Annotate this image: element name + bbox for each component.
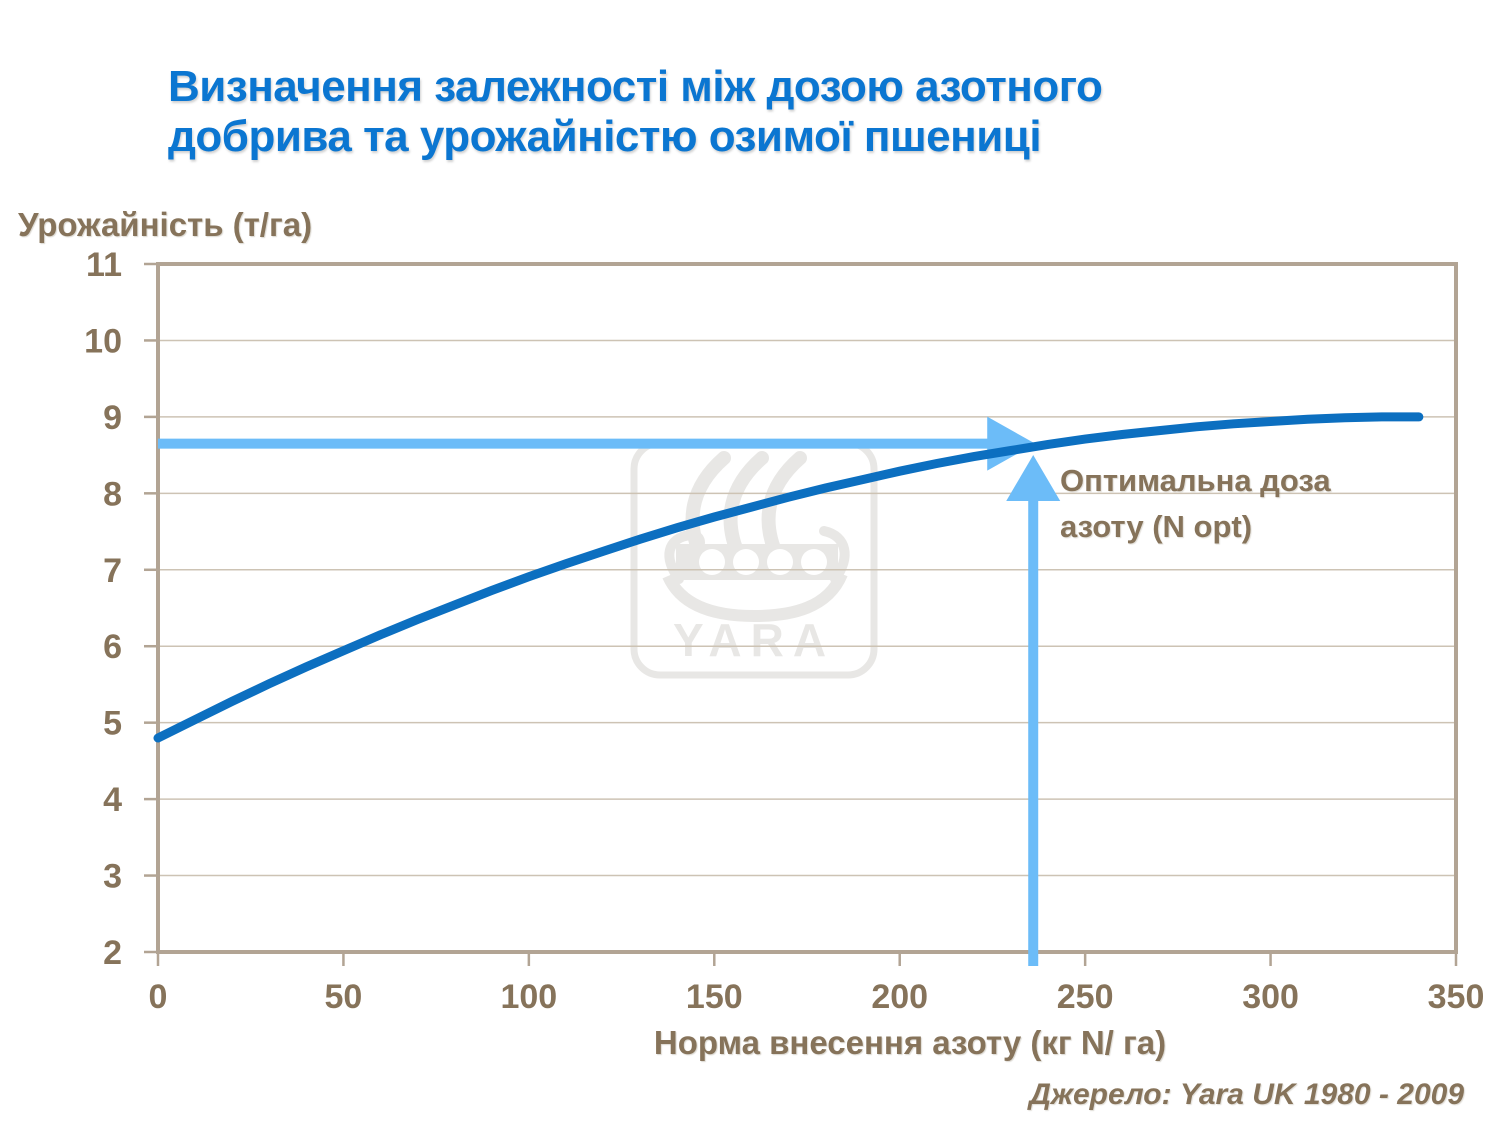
ship-prow-spiral-icon — [664, 530, 705, 584]
x-tick-label: 100 — [500, 978, 557, 1016]
x-tick-label: 350 — [1428, 978, 1485, 1016]
optimal-dose-guide-line — [1028, 497, 1039, 966]
yield-response-curve — [153, 412, 1424, 743]
y-tick-label: 4 — [103, 781, 122, 819]
y-tick-label: 6 — [103, 628, 122, 666]
optimum-guide-arrows — [158, 416, 1061, 966]
yara-watermark-text: YARA — [673, 614, 835, 666]
plot-border — [156, 262, 1458, 954]
y-tick-label: 10 — [84, 322, 122, 360]
shield-hole-icon — [699, 549, 725, 575]
yara-watermark-logo: YARA — [630, 439, 878, 679]
y-tick-label: 11 — [86, 246, 122, 284]
x-tick-label: 150 — [686, 978, 743, 1016]
x-tick-label: 200 — [871, 978, 928, 1016]
shield-hole-icon — [801, 549, 827, 575]
ship-dragon-head-icon — [819, 526, 850, 584]
slide-title-line2: добрива та урожайністю озимої пшениці — [168, 112, 1042, 161]
x-tick-label: 250 — [1057, 978, 1114, 1016]
right-arrowhead-icon — [987, 416, 1036, 471]
y-tick-label: 3 — [103, 858, 122, 896]
annotation-line2: азоту (N opt) — [1060, 509, 1253, 544]
optimal-dose-annotation: Оптимальна доза азоту (N opt) — [1060, 458, 1331, 550]
up-arrowhead-icon — [1006, 455, 1061, 501]
sail-stroke-icon — [761, 451, 807, 565]
slide-title-line1: Визначення залежності між дозою азотного — [168, 62, 1103, 111]
yield-guide-line — [158, 438, 996, 449]
y-tick-label: 2 — [103, 934, 122, 972]
x-tick-label: 300 — [1242, 978, 1299, 1016]
y-tick-label: 7 — [103, 552, 122, 590]
slide-title: Визначення залежності між дозою азотного… — [168, 62, 1103, 162]
x-axis-title: Норма внесення азоту (кг N/ га) — [653, 1024, 1167, 1061]
annotation-line1: Оптимальна доза — [1060, 463, 1331, 498]
y-tick-label: 9 — [103, 399, 122, 437]
tick-labels: 2 3 4 5 6 7 8 9 10 11 0 50 100 150 200 250 300 350 — [84, 246, 1484, 1016]
x-tick-label: 50 — [325, 978, 363, 1016]
y-axis-title: Урожайність (т/га) — [18, 206, 313, 243]
y-tick-label: 5 — [103, 705, 122, 743]
shield-hole-icon — [733, 549, 759, 575]
axis-ticks — [144, 262, 1458, 966]
y-tick-label: 8 — [103, 475, 122, 513]
ship-hull-bottom — [662, 571, 848, 623]
gridlines — [158, 339, 1456, 877]
source-caption: Джерело: Yara UK 1980 - 2009 — [1029, 1078, 1464, 1111]
shield-hole-icon — [767, 549, 793, 575]
x-tick-label: 0 — [149, 978, 168, 1016]
